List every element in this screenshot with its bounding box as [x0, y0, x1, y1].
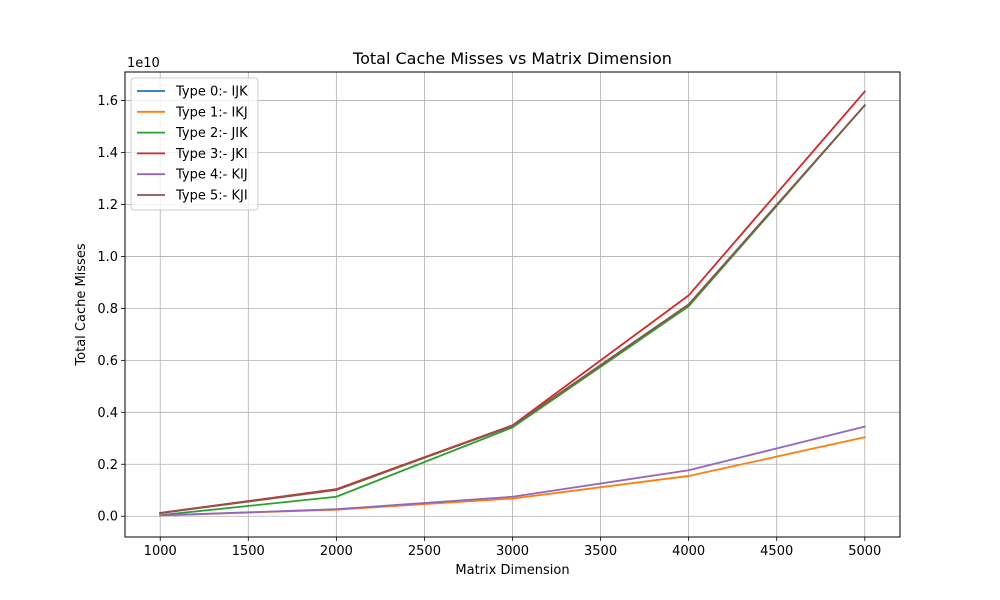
legend-label: Type 5:- KJI: [175, 189, 248, 204]
series-lines: [159, 90, 867, 517]
x-tick-label: 2000: [320, 544, 353, 559]
series-line-4: [159, 425, 866, 517]
x-tick-label: 4000: [672, 544, 705, 559]
legend-label: Type 1:- IKJ: [175, 105, 248, 120]
y-axis-label: Total Cache Misses: [74, 243, 89, 366]
chart-title: Total Cache Misses vs Matrix Dimension: [352, 49, 672, 68]
grid: [125, 72, 900, 537]
y-tick-label: 1.0: [97, 250, 118, 265]
x-tick-label: 4500: [760, 544, 793, 559]
legend-label: Type 4:- KIJ: [175, 168, 248, 183]
y-tick-label: 0.2: [97, 458, 118, 473]
x-tick-label: 3000: [496, 544, 529, 559]
y-tick-label: 1.2: [97, 198, 118, 213]
legend-label: Type 2:- JIK: [175, 126, 248, 141]
x-tick-label: 2500: [408, 544, 441, 559]
x-tick-label: 1500: [232, 544, 265, 559]
x-tick-label: 3500: [584, 544, 617, 559]
x-tick-label: 1000: [144, 544, 177, 559]
y-axis-scale-label: 1e10: [127, 56, 160, 71]
x-tick-label: 5000: [848, 544, 881, 559]
legend: Type 0:- IJK Type 1:- IKJ Type 2:- JIK Type…: [130, 77, 259, 211]
series-line-5: [159, 103, 867, 515]
x-axis-label: Matrix Dimension: [455, 563, 569, 578]
legend-label: Type 3:- JKI: [175, 147, 248, 162]
axis-ticks: 1000 1500 2000 2500 3000 3500 4000 4500 5000 0.0 0…: [97, 94, 881, 559]
legend-label: Type 0:- IJK: [175, 85, 248, 100]
y-tick-label: 0.8: [97, 302, 118, 317]
y-tick-label: 1.4: [97, 146, 118, 161]
y-tick-label: 0.6: [97, 354, 118, 369]
y-tick-label: 1.6: [97, 94, 118, 109]
y-tick-label: 0.4: [97, 406, 118, 421]
y-tick-label: 0.0: [97, 510, 118, 525]
